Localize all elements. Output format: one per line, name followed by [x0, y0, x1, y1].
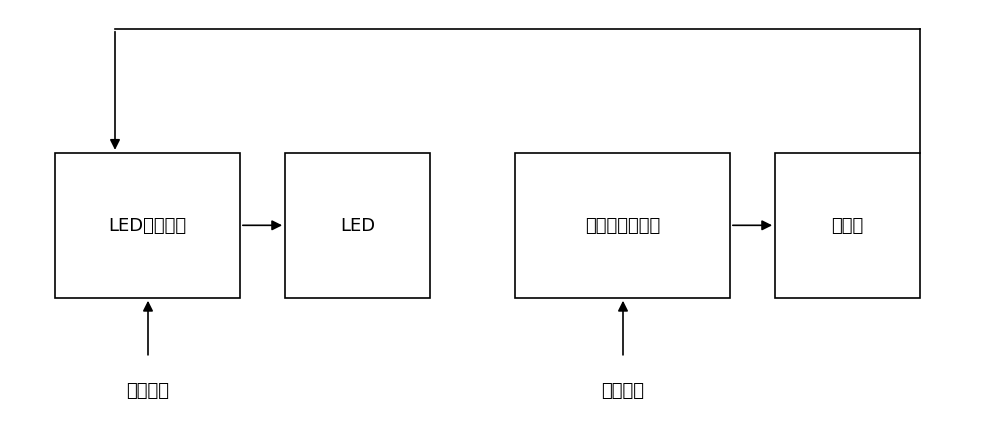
- Bar: [55, 153, 240, 298]
- Text: 单片机驱动芯片: 单片机驱动芯片: [585, 217, 660, 235]
- Text: 输入电压: 输入电压: [126, 381, 170, 399]
- Text: 输入电压: 输入电压: [602, 381, 644, 399]
- Text: 单片机: 单片机: [831, 217, 864, 235]
- Text: LED: LED: [340, 217, 375, 235]
- Bar: [285, 153, 430, 298]
- Bar: [515, 153, 730, 298]
- Bar: [775, 153, 920, 298]
- Text: LED驱动芯片: LED驱动芯片: [108, 217, 187, 235]
